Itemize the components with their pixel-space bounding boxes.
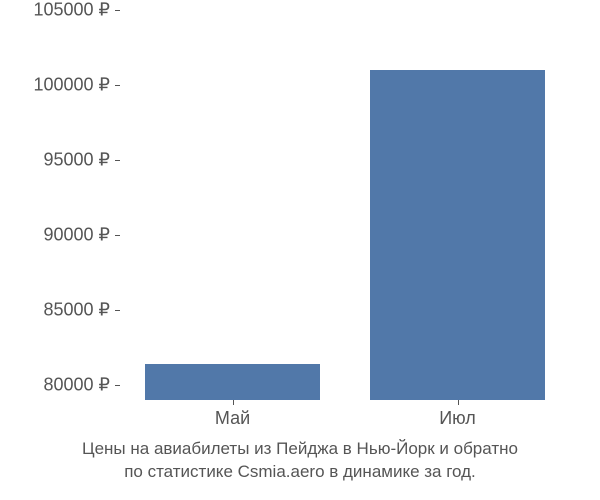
x-tick-mark (458, 400, 459, 405)
y-tick-label: 95000 ₽ (0, 150, 110, 171)
plot-area (120, 10, 570, 400)
y-tick-label: 100000 ₽ (0, 75, 110, 96)
y-tick-label: 105000 ₽ (0, 0, 110, 21)
caption-line-1: Цены на авиабилеты из Пейджа в Нью-Йорк … (82, 439, 518, 458)
x-tick-mark (233, 400, 234, 405)
x-tick-label: Июл (439, 408, 476, 429)
y-tick-label: 80000 ₽ (0, 375, 110, 396)
caption-line-2: по статистике Csmia.aero в динамике за г… (124, 462, 476, 481)
y-tick-label: 85000 ₽ (0, 300, 110, 321)
y-tick-label: 90000 ₽ (0, 225, 110, 246)
bar-jul (370, 70, 546, 400)
x-tick-label: Май (215, 408, 250, 429)
chart-caption: Цены на авиабилеты из Пейджа в Нью-Йорк … (0, 438, 600, 484)
price-bar-chart: 80000 ₽ 85000 ₽ 90000 ₽ 95000 ₽ 100000 ₽… (0, 0, 600, 500)
bar-may (145, 364, 321, 400)
